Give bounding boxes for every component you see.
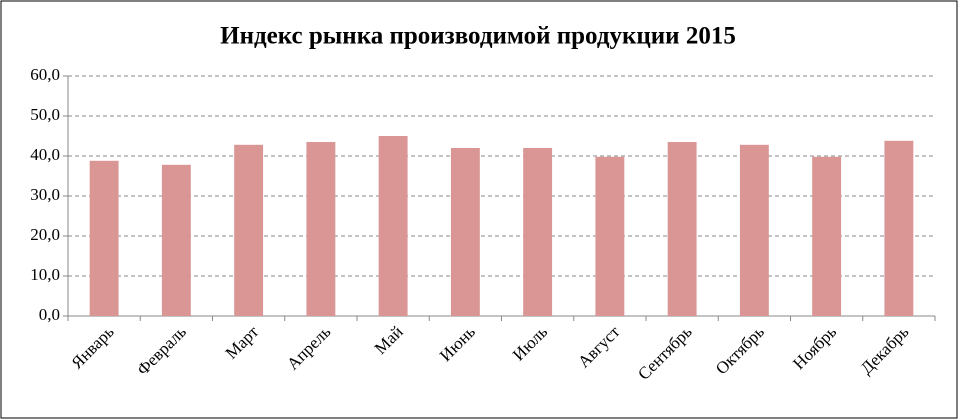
bar [523,148,553,316]
y-tick-label: 0,0 [39,305,60,324]
bar [89,160,119,316]
bar [884,140,914,316]
bar [667,142,697,316]
y-tick-label: 40,0 [30,145,60,164]
bar [378,136,408,316]
y-tick-label: 50,0 [30,105,60,124]
bar [306,142,336,316]
bar [450,148,480,316]
y-tick-label: 20,0 [30,225,60,244]
y-tick-label: 10,0 [30,265,60,284]
chart-title: Индекс рынка производимой продукции 2015 [220,23,736,50]
bar [812,156,842,316]
y-tick-label: 60,0 [30,65,60,84]
bar [234,144,264,316]
y-tick-label: 30,0 [30,185,60,204]
bar [739,144,769,316]
bar [595,156,625,316]
bar [161,164,191,316]
